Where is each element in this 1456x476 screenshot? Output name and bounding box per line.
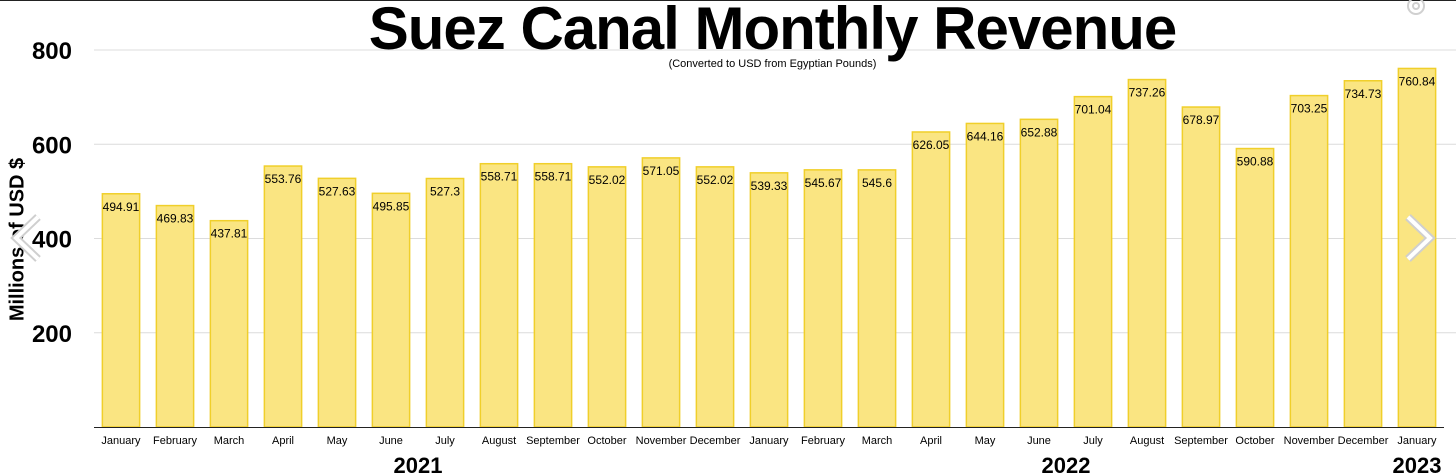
previous-button[interactable] — [8, 213, 48, 263]
year-group-label: 2022 — [1042, 453, 1091, 476]
bar-value-label: 545.67 — [805, 176, 842, 190]
bar-value-label: 437.81 — [211, 227, 248, 241]
x-tick-label: April — [272, 435, 294, 447]
bar — [1343, 80, 1383, 428]
chevron-right-icon — [1405, 214, 1436, 262]
bar — [479, 162, 519, 428]
bar-value-label: 558.71 — [481, 170, 518, 184]
bar — [317, 177, 357, 428]
bar-value-label: 469.83 — [157, 212, 194, 226]
gear-icon[interactable] — [1404, 0, 1428, 20]
x-tick-label: February — [153, 435, 198, 447]
bar — [371, 192, 411, 428]
bar-value-label: 703.25 — [1291, 102, 1328, 116]
x-tick-label: June — [1027, 435, 1051, 447]
bar-layer — [101, 67, 1437, 428]
bar — [695, 166, 735, 428]
bar-value-label: 760.84 — [1399, 74, 1436, 88]
bar-value-label: 552.02 — [697, 173, 734, 187]
top-rule — [0, 0, 1456, 1]
x-tick-label: November — [636, 435, 687, 447]
bar — [641, 157, 681, 428]
bar-value-label: 527.63 — [319, 184, 356, 198]
bar-value-label: 552.02 — [589, 173, 626, 187]
x-tick-label: December — [1338, 435, 1389, 447]
x-tick-label: August — [1130, 435, 1164, 447]
bar-value-label: 701.04 — [1075, 103, 1112, 117]
y-tick-label: 200 — [32, 321, 72, 348]
year-group-label: 2023 — [1393, 453, 1442, 476]
bar — [209, 219, 249, 428]
x-tick-label: May — [327, 435, 348, 447]
next-button[interactable] — [1398, 213, 1438, 263]
bar-value-label: 571.05 — [643, 164, 680, 178]
bar — [1019, 118, 1059, 428]
bar — [155, 204, 195, 428]
bar — [911, 131, 951, 428]
bar — [533, 162, 573, 428]
bar — [587, 166, 627, 428]
x-tick-label: August — [482, 435, 516, 447]
y-tick-label: 600 — [32, 132, 72, 159]
bar-value-label: 539.33 — [751, 179, 788, 193]
x-tick-label: May — [975, 435, 996, 447]
bar — [857, 169, 897, 428]
bar-value-label: 495.85 — [373, 199, 410, 213]
bar-value-label: 590.88 — [1237, 155, 1274, 169]
bar-value-label: 734.73 — [1345, 87, 1382, 101]
x-tick-label: September — [1174, 435, 1228, 447]
x-tick-label: January — [101, 435, 141, 447]
bar — [1289, 94, 1329, 428]
x-tick-label: March — [214, 435, 245, 447]
x-tick-label: July — [435, 435, 455, 447]
bar-value-label: 494.91 — [103, 200, 140, 214]
x-tick-label: February — [801, 435, 846, 447]
bar — [1127, 78, 1167, 428]
year-group-label: 2021 — [394, 453, 443, 476]
bar-value-label: 527.3 — [430, 185, 460, 199]
bar — [1181, 106, 1221, 428]
x-tick-label: October — [1235, 435, 1274, 447]
bar-value-label: 626.05 — [913, 138, 950, 152]
bar — [425, 177, 465, 428]
chart-title: Suez Canal Monthly Revenue — [368, 0, 1178, 62]
x-tick-label: July — [1083, 435, 1103, 447]
x-tick-label: October — [587, 435, 626, 447]
bar-value-label: 644.16 — [967, 129, 1004, 143]
x-tick-label: June — [379, 435, 403, 447]
x-tick-label: November — [1284, 435, 1335, 447]
bar — [101, 193, 141, 428]
x-tick-label: April — [920, 435, 942, 447]
axis-layer: 200 400 600 800 January February March April May… — [32, 38, 1444, 476]
value-label-layer: 494.91 469.83 437.81 553.76 527.63 495.85 527.… — [103, 74, 1436, 240]
bar — [803, 169, 843, 428]
bar — [965, 122, 1005, 428]
bar-value-label: 737.26 — [1129, 86, 1166, 100]
bar-value-label: 678.97 — [1183, 113, 1220, 127]
bar — [1235, 147, 1275, 428]
y-tick-label: 800 — [32, 38, 72, 65]
bar-value-label: 545.6 — [862, 176, 892, 190]
bar-value-label: 553.76 — [265, 172, 302, 186]
chevron-left-icon — [10, 214, 41, 262]
y-tick-label: 400 — [32, 227, 72, 254]
chart-subtitle: (Converted to USD from Egyptian Pounds) — [668, 58, 877, 70]
bar — [749, 172, 789, 428]
x-tick-label: December — [690, 435, 741, 447]
x-tick-label: September — [526, 435, 580, 447]
x-tick-label: March — [862, 435, 893, 447]
bar — [1073, 95, 1113, 428]
x-tick-label: January — [749, 435, 789, 447]
bar-value-label: 652.88 — [1021, 125, 1058, 139]
x-tick-label: January — [1397, 435, 1437, 447]
bar-value-label: 558.71 — [535, 170, 572, 184]
bar — [263, 165, 303, 428]
